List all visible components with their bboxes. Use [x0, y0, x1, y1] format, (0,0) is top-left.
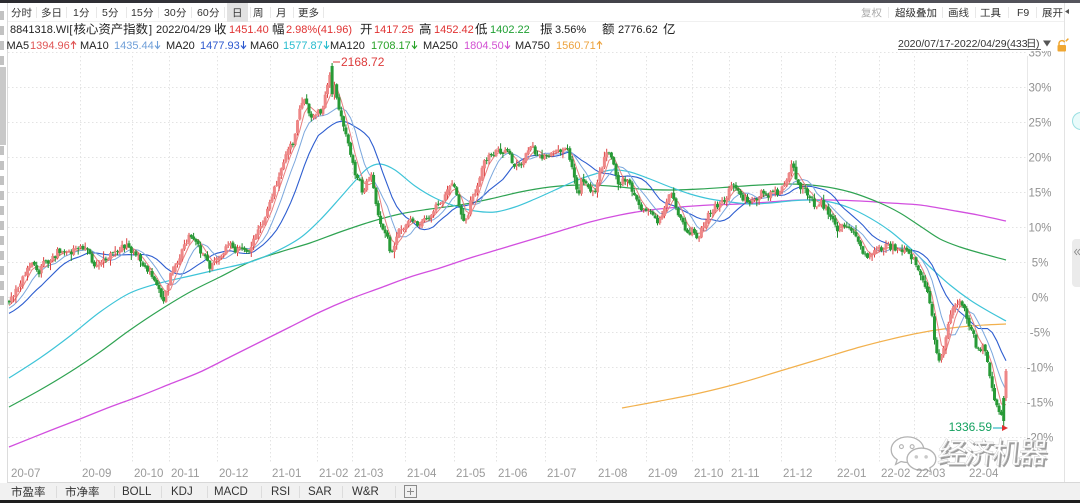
svg-text:1394.96: 1394.96	[30, 40, 70, 52]
svg-text:1435.44: 1435.44	[114, 40, 154, 52]
svg-text:1: 1	[73, 7, 79, 19]
svg-text:MA250: MA250	[423, 40, 458, 52]
svg-text:RSI: RSI	[271, 486, 290, 498]
svg-text:5%: 5%	[1032, 258, 1049, 270]
svg-text:1452.42: 1452.42	[434, 24, 474, 36]
svg-text:20%: 20%	[1028, 153, 1051, 165]
svg-text:35%: 35%	[1028, 51, 1051, 60]
svg-text:BOLL: BOLL	[122, 486, 152, 498]
svg-text:W&R: W&R	[352, 486, 379, 498]
svg-text:30: 30	[164, 7, 176, 19]
svg-text:3.56%: 3.56%	[555, 24, 586, 36]
svg-text:): )	[1036, 38, 1040, 50]
svg-text:MA60: MA60	[250, 40, 279, 52]
svg-text:KDJ: KDJ	[171, 486, 193, 498]
svg-text:60: 60	[197, 7, 209, 19]
svg-text:-20%: -20%	[1027, 433, 1054, 445]
svg-text:MA750: MA750	[515, 40, 550, 52]
svg-text:1804.50: 1804.50	[464, 40, 504, 52]
svg-text:10%: 10%	[1028, 223, 1051, 235]
svg-text:MA120: MA120	[330, 40, 365, 52]
svg-text:-10%: -10%	[1027, 363, 1054, 375]
svg-text:1477.93: 1477.93	[200, 40, 240, 52]
svg-text:1402.22: 1402.22	[490, 24, 530, 36]
svg-text:MA10: MA10	[80, 40, 109, 52]
svg-text:1708.17: 1708.17	[371, 40, 411, 52]
svg-text:2.98%(41.96): 2.98%(41.96)	[286, 24, 352, 36]
svg-text:1417.25: 1417.25	[374, 24, 414, 36]
svg-text:1560.71: 1560.71	[556, 40, 596, 52]
svg-text:]: ]	[149, 24, 152, 36]
svg-text:15%: 15%	[1028, 188, 1051, 200]
svg-text:MA20: MA20	[166, 40, 195, 52]
svg-text:15: 15	[131, 7, 143, 19]
svg-text:1336.59: 1336.59	[949, 420, 993, 434]
svg-text:MACD: MACD	[214, 486, 248, 498]
svg-text:25%: 25%	[1028, 118, 1051, 130]
svg-text:F9: F9	[1017, 7, 1029, 19]
svg-text:2168.72: 2168.72	[341, 55, 385, 69]
svg-text:1577.87: 1577.87	[283, 40, 323, 52]
svg-text:-5%: -5%	[1030, 328, 1050, 340]
svg-text:5: 5	[102, 7, 108, 19]
svg-text:8841318.WI[: 8841318.WI[	[10, 24, 72, 36]
svg-text:SAR: SAR	[308, 486, 332, 498]
svg-text:1451.40: 1451.40	[229, 24, 269, 36]
svg-text:2776.62: 2776.62	[618, 24, 658, 36]
svg-text:30%: 30%	[1028, 83, 1051, 95]
svg-text:-15%: -15%	[1027, 398, 1054, 410]
svg-text:0%: 0%	[1032, 293, 1049, 305]
svg-text:2022/04/29: 2022/04/29	[156, 24, 211, 36]
svg-text:2020/07/17-2022/04/29(433: 2020/07/17-2022/04/29(433	[898, 38, 1028, 50]
svg-text:MA5: MA5	[7, 40, 30, 52]
